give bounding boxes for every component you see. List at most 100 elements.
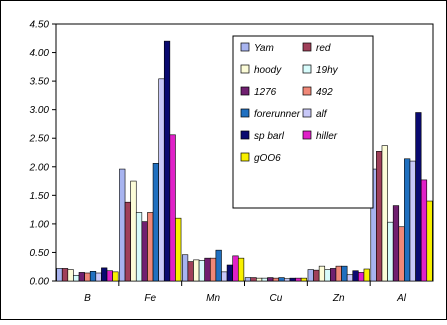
bar-red <box>376 151 383 282</box>
legend-label: gOO6 <box>254 153 281 164</box>
bar-19hy <box>73 274 80 282</box>
bar-yam <box>307 269 314 282</box>
legend-label: red <box>316 43 331 54</box>
legend-swatch <box>302 108 312 118</box>
bar-yam <box>181 254 189 282</box>
bar-red <box>61 268 69 282</box>
legend-swatch <box>302 130 312 140</box>
y-tick-label: 1.00 <box>30 219 50 230</box>
y-tick-label: 4.00 <box>30 48 50 59</box>
legend-swatch <box>240 152 250 162</box>
bar-1276 <box>330 268 337 282</box>
bar-hoody <box>318 265 326 282</box>
bar-1276 <box>267 277 274 282</box>
bar-sp-barl <box>289 277 296 282</box>
legend: Yam red hoody 19hy 1276 492 forerunner alf sp ba… <box>232 35 374 209</box>
legend-swatch <box>240 108 250 118</box>
bar-sp-barl <box>415 112 422 282</box>
legend-swatch <box>240 64 250 74</box>
bar-hiller <box>106 270 113 282</box>
bar-red <box>313 269 320 282</box>
bar-hiller <box>295 277 302 282</box>
bar-goo6 <box>363 268 370 282</box>
bar-forerunner <box>341 265 348 282</box>
y-tick-label: 1.50 <box>30 191 50 202</box>
bar-yam <box>56 268 63 282</box>
legend-label: forerunner <box>254 109 301 120</box>
bar-forerunner <box>278 277 285 282</box>
legend-swatch <box>240 42 250 52</box>
bar-alf <box>346 274 354 282</box>
legend-label: alf <box>316 109 328 120</box>
x-tick-label: Fe <box>144 293 156 304</box>
bar-1276 <box>78 272 85 282</box>
bar-red <box>187 261 194 282</box>
bar-alf <box>158 78 165 282</box>
bar-hiller <box>358 272 365 282</box>
legend-label: hiller <box>316 131 338 142</box>
bar-1276 <box>204 257 211 282</box>
bar-red <box>250 277 257 282</box>
bar-goo6 <box>300 277 308 282</box>
bar-alf <box>284 278 291 282</box>
legend-box <box>232 35 374 209</box>
bar-red <box>124 201 131 282</box>
x-tick-label: Al <box>396 293 407 304</box>
bar-hoody <box>130 180 137 282</box>
legend-label: sp barl <box>254 131 285 142</box>
bar-492 <box>147 212 154 282</box>
bar-forerunner <box>404 158 411 282</box>
bar-forerunner <box>152 163 159 282</box>
legend-label: 1276 <box>254 87 277 98</box>
y-tick-label: 0.00 <box>30 277 50 288</box>
bar-hoody <box>256 277 263 282</box>
bar-19hy <box>324 269 331 282</box>
bar-hoody <box>67 269 74 282</box>
bar-19hy <box>198 260 205 282</box>
bar-goo6 <box>175 217 182 282</box>
bar-hoody <box>193 259 200 282</box>
bar-492 <box>84 272 91 282</box>
x-tick-label: Cu <box>270 293 283 304</box>
y-tick-label: 0.50 <box>30 248 50 259</box>
y-tick-label: 2.00 <box>29 162 50 173</box>
bar-goo6 <box>237 257 245 282</box>
bar-forerunner <box>215 249 222 282</box>
bar-19hy <box>387 221 394 282</box>
bar-1276 <box>392 205 400 282</box>
bar-492 <box>209 257 217 282</box>
bar-492 <box>335 265 342 282</box>
y-tick-label: 2.50 <box>29 134 50 145</box>
legend-label: hoody <box>254 65 282 76</box>
bar-yam <box>119 168 126 282</box>
legend-swatch <box>302 42 312 52</box>
y-tick-label: 3.50 <box>30 77 50 88</box>
bar-19hy <box>135 212 143 282</box>
bar-492 <box>272 277 280 282</box>
x-tick-label: Zn <box>332 293 345 304</box>
x-tick-label: Mn <box>206 293 220 304</box>
bar-492 <box>398 226 405 282</box>
bar-sp-barl <box>101 267 108 282</box>
legend-swatch <box>240 130 250 140</box>
bar-1276 <box>141 221 148 282</box>
y-tick-label: 4.50 <box>30 20 50 31</box>
legend-label: 19hy <box>316 65 339 76</box>
bar-alf <box>221 271 228 282</box>
bar-hiller <box>169 134 176 282</box>
legend-label: 492 <box>316 87 333 98</box>
bar-goo6 <box>112 271 119 282</box>
bar-hiller <box>232 255 239 282</box>
bar-yam <box>244 277 252 282</box>
bar-hiller <box>420 179 428 282</box>
y-tick-label: 3.00 <box>30 105 50 116</box>
bar-alf <box>95 272 102 282</box>
legend-swatch <box>302 86 312 96</box>
legend-swatch <box>302 64 312 74</box>
bar-hoody <box>381 145 388 282</box>
bar-sp-barl <box>226 264 233 282</box>
x-tick-label: B <box>84 293 91 304</box>
bar-sp-barl <box>352 270 359 282</box>
